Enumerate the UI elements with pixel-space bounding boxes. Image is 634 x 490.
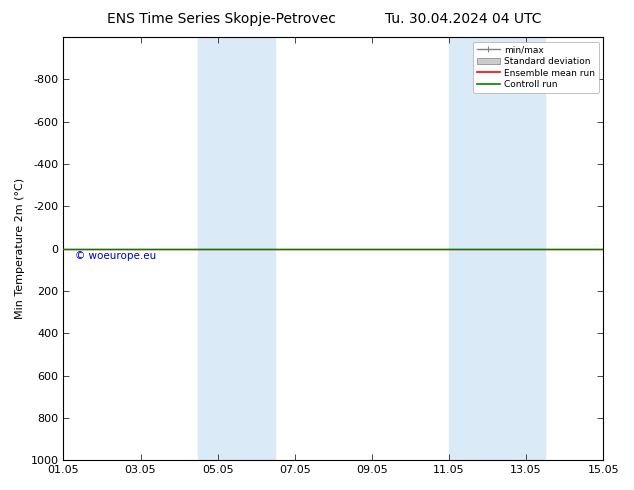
Bar bbox=[198, 37, 275, 460]
Text: Tu. 30.04.2024 04 UTC: Tu. 30.04.2024 04 UTC bbox=[385, 12, 541, 26]
Bar bbox=[449, 37, 545, 460]
Text: © woeurope.eu: © woeurope.eu bbox=[75, 251, 156, 261]
Legend: min/max, Standard deviation, Ensemble mean run, Controll run: min/max, Standard deviation, Ensemble me… bbox=[474, 42, 598, 93]
Text: ENS Time Series Skopje-Petrovec: ENS Time Series Skopje-Petrovec bbox=[107, 12, 337, 26]
Y-axis label: Min Temperature 2m (°C): Min Temperature 2m (°C) bbox=[15, 178, 25, 319]
